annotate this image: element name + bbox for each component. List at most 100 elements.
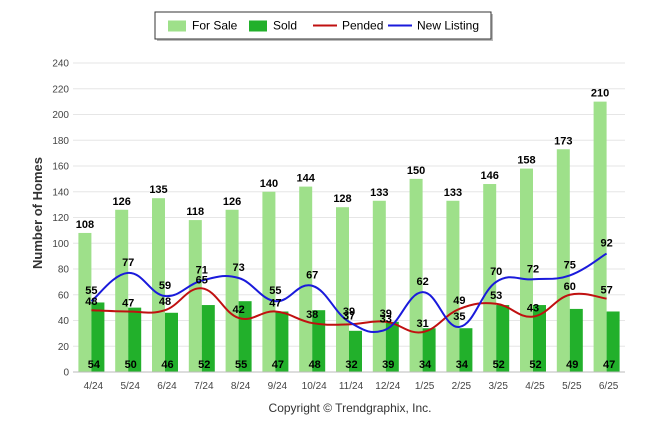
legend-label: New Listing bbox=[417, 19, 479, 33]
bar-for-sale bbox=[409, 178, 423, 372]
label-sold: 32 bbox=[345, 359, 357, 371]
label-for-sale: 118 bbox=[186, 206, 204, 218]
label-for-sale: 128 bbox=[333, 193, 351, 205]
label-sold: 47 bbox=[603, 359, 615, 371]
label-sold: 46 bbox=[161, 359, 173, 371]
line-new-listing bbox=[90, 252, 608, 334]
label-for-sale: 126 bbox=[113, 196, 131, 208]
label-new-listing: 92 bbox=[600, 238, 612, 250]
label-pended: 43 bbox=[527, 303, 539, 315]
label-new-listing: 71 bbox=[196, 265, 208, 277]
y-tick-label: 60 bbox=[58, 290, 70, 301]
label-sold: 48 bbox=[309, 359, 321, 371]
label-pended: 42 bbox=[232, 304, 244, 316]
label-pended: 48 bbox=[85, 296, 97, 308]
label-for-sale: 173 bbox=[554, 135, 572, 147]
bar-sold bbox=[128, 307, 142, 372]
y-tick-label: 160 bbox=[52, 162, 69, 173]
label-sold: 34 bbox=[419, 359, 432, 371]
label-pended: 65 bbox=[196, 274, 208, 286]
copyright-credit: Copyright © Trendgraphix, Inc. bbox=[269, 401, 432, 415]
label-new-listing: 62 bbox=[416, 276, 428, 288]
label-sold: 47 bbox=[272, 359, 284, 371]
bar-sold bbox=[569, 308, 583, 372]
bar-for-sale bbox=[152, 198, 165, 372]
bar-for-sale bbox=[78, 232, 92, 372]
bar-sold bbox=[349, 330, 362, 372]
bar-sold bbox=[606, 311, 620, 372]
label-new-listing: 55 bbox=[269, 285, 281, 297]
x-tick-label: 12/24 bbox=[375, 381, 400, 392]
label-sold: 52 bbox=[493, 359, 505, 371]
label-pended: 37 bbox=[343, 310, 355, 322]
x-tick-label: 6/25 bbox=[599, 381, 619, 392]
label-sold: 49 bbox=[566, 359, 578, 371]
label-pended: 38 bbox=[306, 309, 318, 321]
label-for-sale: 135 bbox=[149, 184, 167, 196]
label-pended: 31 bbox=[416, 318, 428, 330]
bar-for-sale bbox=[188, 220, 202, 372]
x-tick-label: 1/25 bbox=[415, 381, 435, 392]
label-for-sale: 146 bbox=[481, 170, 499, 182]
y-tick-label: 100 bbox=[52, 239, 69, 250]
x-tick-label: 8/24 bbox=[231, 381, 251, 392]
bar-sold bbox=[459, 328, 473, 372]
y-tick-label: 20 bbox=[58, 342, 70, 353]
legend-label: For Sale bbox=[192, 19, 238, 33]
label-pended: 47 bbox=[122, 297, 134, 309]
label-sold: 50 bbox=[125, 359, 137, 371]
label-sold: 54 bbox=[88, 359, 101, 371]
bars bbox=[78, 101, 620, 372]
bar-sold bbox=[385, 321, 399, 372]
label-for-sale: 133 bbox=[444, 187, 462, 199]
y-tick-label: 180 bbox=[52, 136, 69, 147]
bar-for-sale bbox=[372, 200, 386, 372]
label-new-listing: 72 bbox=[527, 263, 539, 275]
legend-swatch bbox=[249, 20, 267, 32]
y-tick-label: 40 bbox=[58, 316, 70, 327]
x-tick-label: 10/24 bbox=[302, 381, 327, 392]
label-for-sale: 108 bbox=[76, 219, 94, 231]
bar-for-sale bbox=[299, 186, 313, 372]
bar-for-sale bbox=[262, 191, 276, 372]
data-labels: 1085455481265077471354659481185271651265… bbox=[76, 88, 616, 371]
label-new-listing: 55 bbox=[85, 285, 97, 297]
x-tick-label: 3/25 bbox=[488, 381, 508, 392]
y-tick-label: 200 bbox=[52, 110, 69, 121]
label-for-sale: 144 bbox=[297, 173, 316, 185]
label-for-sale: 126 bbox=[223, 196, 241, 208]
label-for-sale: 150 bbox=[407, 165, 425, 177]
label-sold: 39 bbox=[382, 359, 394, 371]
legend-label: Sold bbox=[273, 19, 297, 33]
bar-sold bbox=[533, 305, 546, 372]
x-axis: 4/24 5/24 6/24 7/24 8/24 9/24 10/24 11/24 12/24 1… bbox=[73, 371, 625, 392]
x-tick-label: 5/25 bbox=[562, 381, 582, 392]
legend: For Sale Sold Pended New Listing bbox=[154, 11, 493, 41]
x-tick-label: 7/24 bbox=[194, 381, 214, 392]
label-pended: 39 bbox=[380, 308, 392, 320]
x-tick-label: 6/24 bbox=[157, 381, 177, 392]
bar-for-sale bbox=[483, 184, 497, 372]
y-tick-label: 120 bbox=[52, 213, 69, 224]
label-new-listing: 70 bbox=[490, 266, 502, 278]
label-for-sale: 133 bbox=[370, 187, 388, 199]
y-axis: 0 20 40 60 80 100 120 140 160 180 200 220 240 bbox=[52, 59, 69, 379]
x-tick-label: 9/24 bbox=[268, 381, 288, 392]
label-new-listing: 77 bbox=[122, 257, 134, 269]
label-for-sale: 158 bbox=[517, 155, 535, 167]
label-pended: 53 bbox=[490, 290, 502, 302]
label-for-sale: 140 bbox=[260, 178, 278, 190]
line-pended bbox=[91, 287, 607, 334]
bar-sold bbox=[165, 312, 178, 372]
x-tick-label: 4/25 bbox=[525, 381, 545, 392]
label-sold: 34 bbox=[456, 359, 469, 371]
y-tick-label: 140 bbox=[52, 187, 69, 198]
label-new-listing: 75 bbox=[564, 259, 576, 271]
bar-for-sale bbox=[115, 209, 129, 372]
bar-for-sale bbox=[446, 200, 460, 372]
bar-sold bbox=[312, 310, 326, 372]
bar-for-sale bbox=[336, 207, 349, 372]
x-tick-label: 5/24 bbox=[120, 381, 140, 392]
label-pended: 48 bbox=[159, 296, 171, 308]
label-sold: 52 bbox=[529, 359, 541, 371]
